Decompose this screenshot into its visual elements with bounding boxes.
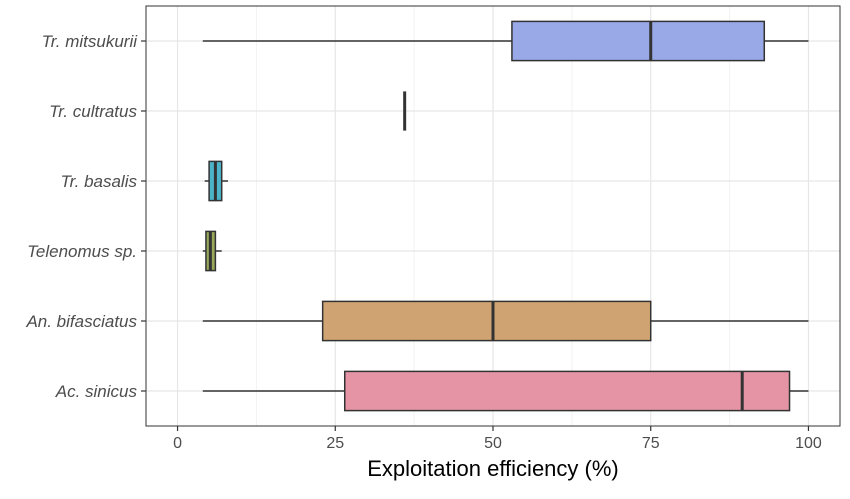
y-tick-label: Ac. sinicus	[55, 382, 138, 401]
box	[321, 300, 652, 342]
x-tick-label: 25	[326, 435, 344, 452]
y-tick-label: An. bifasciatus	[25, 312, 137, 331]
grid-layer	[146, 6, 840, 426]
x-tick-label: 0	[173, 435, 182, 452]
y-tick-label: Tr. mitsukurii	[42, 32, 139, 51]
y-tick-label: Tr. cultratus	[49, 102, 137, 121]
box	[511, 20, 766, 62]
boxes-layer	[205, 20, 791, 412]
y-tick-label: Tr. basalis	[60, 172, 137, 191]
x-axis-title: Exploitation efficiency (%)	[367, 456, 619, 481]
box	[343, 370, 791, 412]
y-tick-label: Telenomus sp.	[27, 242, 137, 261]
x-tick-label: 50	[484, 435, 502, 452]
whiskers-layer	[202, 40, 809, 392]
x-tick-label: 100	[795, 435, 822, 452]
x-tick-label: 75	[642, 435, 660, 452]
x-axis: 0 25 50 75 100	[173, 426, 822, 452]
y-axis: Tr. mitsukurii Tr. cultratus Tr. basalis Te…	[25, 32, 146, 401]
